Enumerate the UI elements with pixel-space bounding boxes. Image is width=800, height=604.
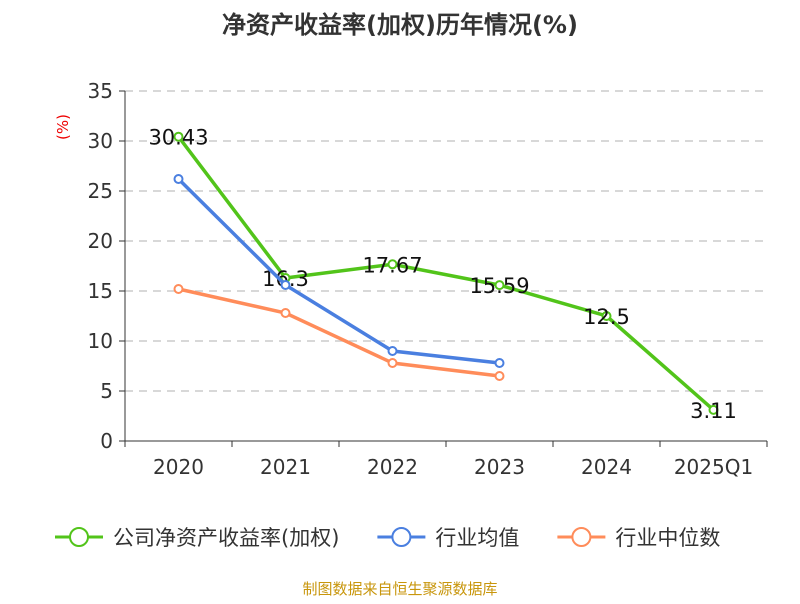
data-point [708,404,719,415]
series-1 [173,174,505,368]
chart-title: 净资产收益率(加权)历年情况(%) [222,11,578,39]
legend-marker [391,527,412,547]
legend-item-1: 行业均值 [377,526,519,550]
x-tick-label: 2020 [153,455,204,479]
legend-item-2: 行业中位数 [557,526,720,550]
data-point [387,259,398,270]
data-label: 17.67 [362,253,422,277]
data-label: 15.59 [469,274,529,298]
data-point [387,358,398,368]
series-line [177,135,715,412]
y-tick-label: 0 [100,429,113,453]
data-point [494,358,505,368]
y-tick-label: 15 [88,279,113,303]
data-point [173,284,184,294]
x-tick-label: 2025Q1 [674,455,753,479]
legend-marker [571,527,592,547]
data-point [280,308,291,318]
y-tick-label: 10 [88,329,113,353]
y-tick-label: 30 [88,129,113,153]
y-tick-label: 5 [100,379,113,403]
y-tick-label: 35 [88,79,113,103]
legend-label: 公司净资产收益率(加权) [113,526,339,550]
data-point [494,280,505,291]
series-2 [173,284,505,381]
x-tick-label: 2024 [581,455,632,479]
x-tick-label: 2022 [367,455,418,479]
y-axis-label: (%) [54,114,72,140]
data-label: 30.43 [148,126,208,150]
data-label: 3.11 [690,399,737,423]
x-tick-label: 2023 [474,455,525,479]
series-line [177,177,500,365]
legend-marker [69,527,89,547]
data-point [494,371,505,381]
x-tick-label: 2021 [260,455,311,479]
data-point [387,346,398,356]
legend-item-0: 公司净资产收益率(加权) [55,526,339,550]
data-label: 12.5 [583,305,630,329]
legend-label: 行业均值 [435,526,519,550]
source-footer: 制图数据来自恒生聚源数据库 [302,580,497,598]
legend-label: 行业中位数 [615,526,720,550]
y-tick-label: 25 [88,179,113,203]
y-tick-label: 20 [88,229,113,253]
data-point [280,280,291,290]
data-point [173,131,184,142]
series-line [178,287,500,378]
data-point [173,174,184,184]
data-point [601,311,612,321]
